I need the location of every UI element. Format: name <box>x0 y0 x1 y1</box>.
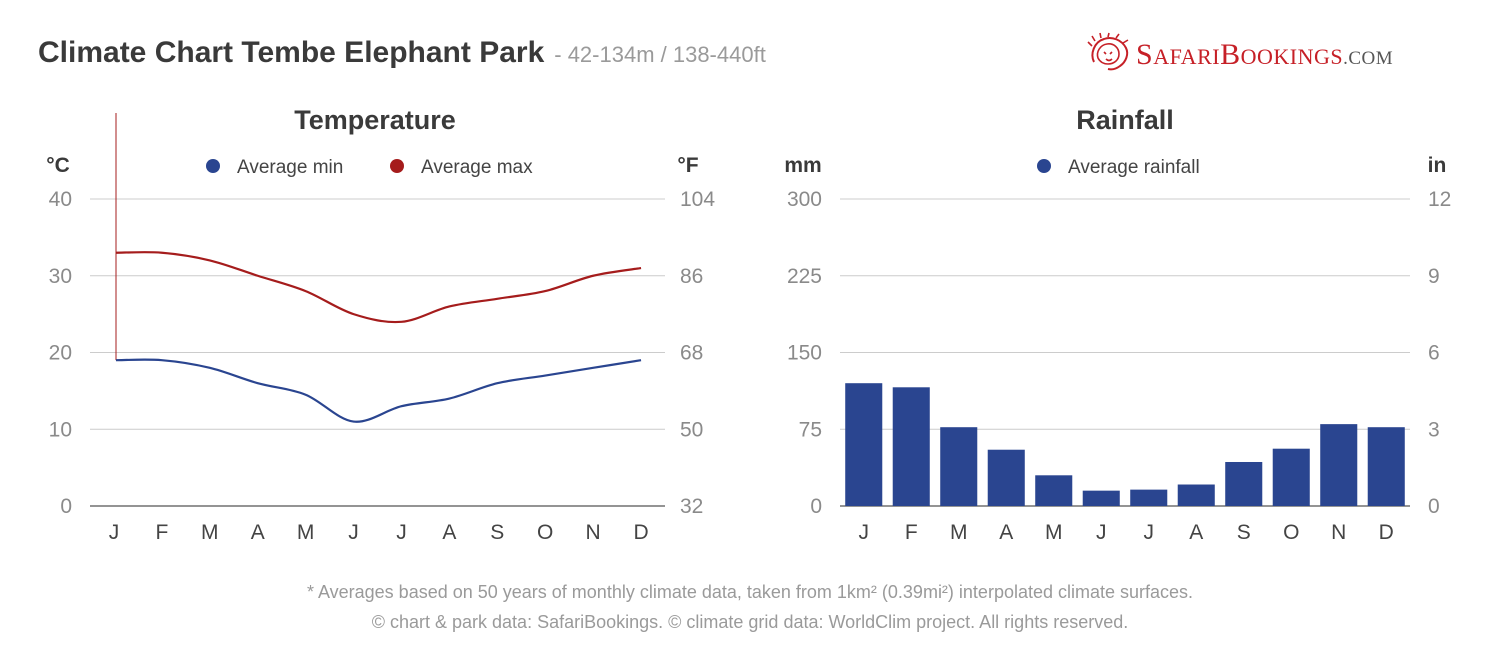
temp-y-tick-right: 68 <box>680 342 703 365</box>
logo-wordmark: SAFARIBOOKINGS.COM <box>1136 38 1393 72</box>
rain-y-tick-right: 12 <box>1428 188 1451 211</box>
rain-bar <box>1225 461 1263 506</box>
logo-dot-com: .COM <box>1343 48 1394 69</box>
lion-logo-icon <box>1087 32 1129 71</box>
temp-y-tick-left: 20 <box>49 342 72 365</box>
rain-bar <box>1130 489 1168 506</box>
rain-y-tick-right: 6 <box>1428 342 1440 365</box>
page-subtitle: - 42-134m / 138-440ft <box>554 42 766 67</box>
temp-x-tick: A <box>442 521 456 544</box>
rain-legend-label: Average rainfall <box>1068 157 1200 178</box>
rain-y-tick-left: 75 <box>799 418 822 441</box>
rain-x-tick: A <box>999 521 1013 544</box>
temp-chart-title: Temperature <box>294 105 456 135</box>
logo-ookings: OOKINGS <box>1240 44 1344 69</box>
temp-legend-label: Average max <box>421 157 533 178</box>
temp-y-tick-right: 86 <box>680 265 703 288</box>
rain-bar <box>1272 448 1310 506</box>
temp-x-tick: S <box>490 521 504 544</box>
rain-x-tick: F <box>905 521 918 544</box>
rain-y-tick-left: 225 <box>787 265 822 288</box>
temp-y-tick-right: 50 <box>680 418 703 441</box>
temp-y-tick-left: 10 <box>49 418 72 441</box>
temp-x-tick: F <box>155 521 168 544</box>
rain-x-tick: D <box>1379 521 1394 544</box>
rain-x-tick: M <box>950 521 968 544</box>
footnote-averages: * Averages based on 50 years of monthly … <box>306 582 1194 602</box>
rain-unit-left: mm <box>784 154 821 177</box>
rain-y-tick-right: 0 <box>1428 495 1440 518</box>
rain-x-tick: A <box>1189 521 1203 544</box>
temp-y-tick-right: 32 <box>680 495 703 518</box>
rain-y-tick-left: 300 <box>787 188 822 211</box>
safaribookings-logo[interactable]: SAFARIBOOKINGS.COM <box>1086 32 1466 76</box>
rain-bar <box>940 427 978 506</box>
temp-legend-marker <box>390 159 404 173</box>
temp-y-tick-left: 30 <box>49 265 72 288</box>
page-title-text: Climate Chart Tembe Elephant Park <box>38 36 545 69</box>
rain-bar <box>845 383 883 506</box>
temp-x-tick: O <box>537 521 553 544</box>
rain-x-tick: J <box>1144 521 1155 544</box>
page-title: Climate Chart Tembe Elephant Park - 42-13… <box>38 36 766 70</box>
temp-min-line <box>115 358 642 423</box>
rain-chart-title: Rainfall <box>1076 105 1174 135</box>
rain-bar <box>1367 427 1405 506</box>
temp-legend-label: Average min <box>237 157 343 178</box>
rain-bar <box>1035 475 1073 506</box>
rain-y-tick-right: 9 <box>1428 265 1440 288</box>
logo-letter-s: S <box>1136 38 1154 71</box>
rain-legend-marker <box>1037 159 1051 173</box>
rain-unit-right: in <box>1428 154 1447 177</box>
temp-x-tick: M <box>297 521 315 544</box>
rain-y-tick-left: 150 <box>787 342 822 365</box>
logo-afari: AFARI <box>1153 44 1221 69</box>
rain-bar <box>1082 490 1120 506</box>
temp-x-tick: M <box>201 521 219 544</box>
rain-x-tick: N <box>1331 521 1346 544</box>
temp-unit-right: °F <box>677 154 698 177</box>
temp-y-tick-left: 40 <box>49 188 72 211</box>
temp-max-line <box>115 251 642 324</box>
rain-x-tick: S <box>1237 521 1251 544</box>
rain-y-tick-right: 3 <box>1428 418 1440 441</box>
footnote-credits: © chart & park data: SafariBookings. © c… <box>371 612 1129 632</box>
rain-x-tick: J <box>1096 521 1107 544</box>
temp-unit-left: °C <box>46 154 70 177</box>
temp-x-tick: A <box>251 521 265 544</box>
temp-legend-marker <box>206 159 220 173</box>
logo-letter-b: B <box>1220 38 1241 71</box>
rain-bar <box>1177 484 1215 506</box>
rain-bar <box>892 387 930 506</box>
temp-x-tick: J <box>109 521 120 544</box>
rain-x-tick: O <box>1283 521 1299 544</box>
temp-x-tick: N <box>586 521 601 544</box>
temp-x-tick: J <box>348 521 359 544</box>
rain-bar <box>987 449 1025 506</box>
temp-x-tick: J <box>396 521 407 544</box>
temp-x-tick: D <box>633 521 648 544</box>
temp-y-tick-right: 104 <box>680 188 715 211</box>
rain-x-tick: M <box>1045 521 1063 544</box>
rain-x-tick: J <box>859 521 870 544</box>
rain-y-tick-left: 0 <box>810 495 822 518</box>
temp-y-tick-left: 0 <box>60 495 72 518</box>
rain-bar <box>1320 424 1358 506</box>
